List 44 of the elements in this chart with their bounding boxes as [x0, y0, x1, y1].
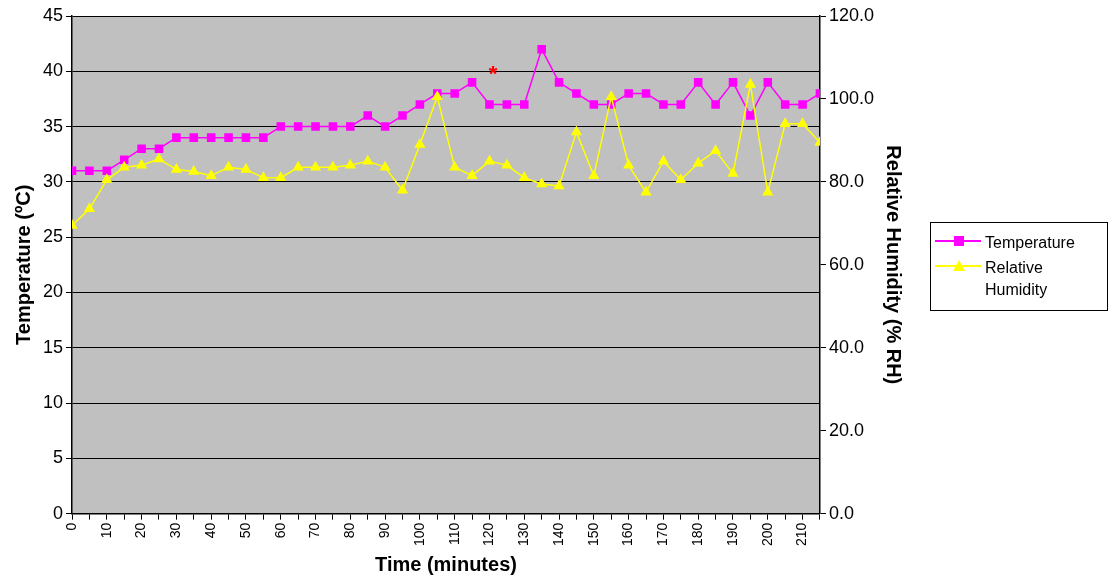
y-axis-title: Temperature (ºC) [11, 184, 34, 345]
x-tick-label: 90 [375, 522, 392, 539]
y-tick-label: 10 [42, 392, 64, 413]
legend-label: Relative Humidity [985, 258, 1049, 300]
y2-tick-label: 40.0 [828, 336, 864, 357]
y2-axis-title: Relative Humidity (% RH) [883, 145, 906, 385]
x-tick-label: 200 [758, 522, 775, 546]
x-tick-label: 180 [689, 522, 706, 546]
x-tick-label: 80 [341, 522, 358, 539]
x-tick-label: 30 [167, 522, 184, 539]
x-tick-label: 120 [480, 522, 497, 546]
y-tick-label: 5 [53, 447, 64, 468]
y-tick-label: 20 [42, 281, 64, 302]
x-tick-label: 110 [445, 522, 462, 545]
y-tick-label: 35 [42, 115, 64, 136]
x-tick-label: 10 [97, 522, 114, 539]
y-tick-label: 15 [42, 336, 64, 357]
y-tick-label: 25 [42, 226, 64, 247]
y2-tick-label: 20.0 [828, 419, 864, 440]
x-tick-label: 210 [793, 522, 810, 546]
x-tick-label: 40 [202, 522, 219, 539]
x-tick-label: 190 [723, 522, 740, 546]
y-tick-label: 30 [42, 170, 64, 191]
y2-tick-label: 60.0 [828, 253, 864, 274]
x-tick-label: 140 [549, 522, 566, 546]
x-tick-label: 70 [306, 522, 323, 539]
y-tick-label: 45 [42, 4, 64, 25]
y2-tick-label: 0.0 [828, 502, 854, 523]
y-tick-label: 0 [53, 502, 64, 523]
y2-tick-label: 120.0 [828, 4, 874, 25]
x-tick-label: 50 [236, 522, 253, 539]
y2-tick-label: 80.0 [828, 170, 864, 191]
x-tick-label: 160 [619, 522, 636, 546]
legend-label: Temperature [985, 233, 1075, 253]
x-tick-label: 60 [271, 522, 288, 539]
x-tick-label: 0 [62, 522, 79, 531]
x-tick-label: 100 [410, 522, 427, 546]
x-tick-label: 150 [584, 522, 601, 546]
x-axis-title: Time (minutes) [375, 552, 517, 575]
x-tick-label: 130 [515, 522, 532, 546]
y-tick-label: 40 [42, 60, 64, 81]
x-tick-label: 20 [132, 522, 149, 539]
y2-tick-label: 100.0 [828, 87, 874, 108]
x-tick-label: 170 [654, 522, 671, 546]
